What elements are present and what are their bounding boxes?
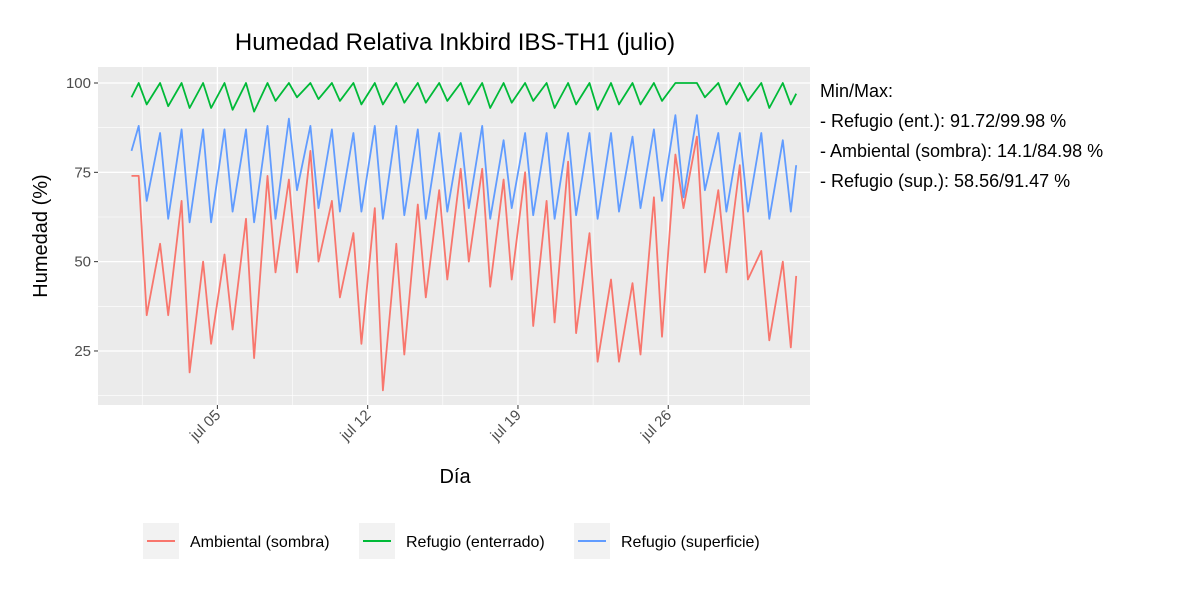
chart-title: Humedad Relativa Inkbird IBS-TH1 (julio) — [235, 29, 675, 56]
annotation-line: Min/Max: — [820, 81, 893, 101]
annotation-line: - Ambiental (sombra): 14.1/84.98 % — [820, 141, 1103, 161]
x-tick-label: jul 26 — [637, 407, 675, 445]
plot-panel — [98, 67, 810, 405]
x-tick-label: jul 05 — [186, 407, 224, 445]
y-axis-label: Humedad (%) — [30, 174, 52, 297]
y-tick-label: 25 — [74, 343, 91, 360]
legend: Ambiental (sombra) Refugio (enterrado) R… — [143, 523, 760, 559]
series-line-1 — [130, 82, 798, 113]
minmax-annotation: Min/Max: - Refugio (ent.): 91.72/99.98 %… — [820, 81, 1103, 191]
annotation-line: - Refugio (sup.): 58.56/91.47 % — [820, 171, 1070, 191]
x-tick-label: jul 19 — [487, 407, 525, 445]
x-tick-label: jul 12 — [336, 407, 374, 445]
legend-label: Refugio (superficie) — [621, 534, 760, 551]
y-tick-label: 100 — [66, 75, 91, 92]
x-axis: jul 05 jul 12 jul 19 jul 26 — [186, 405, 675, 445]
series-lines — [130, 82, 798, 392]
series-line-2 — [130, 114, 798, 224]
x-axis-label: Día — [439, 466, 471, 488]
y-axis: 25 50 75 100 — [66, 75, 98, 360]
y-tick-label: 50 — [74, 254, 91, 271]
y-tick-label: 75 — [74, 164, 91, 181]
legend-label: Ambiental (sombra) — [190, 534, 330, 551]
series-line-0 — [131, 135, 798, 392]
annotation-line: - Refugio (ent.): 91.72/99.98 % — [820, 111, 1066, 131]
legend-label: Refugio (enterrado) — [406, 534, 545, 551]
